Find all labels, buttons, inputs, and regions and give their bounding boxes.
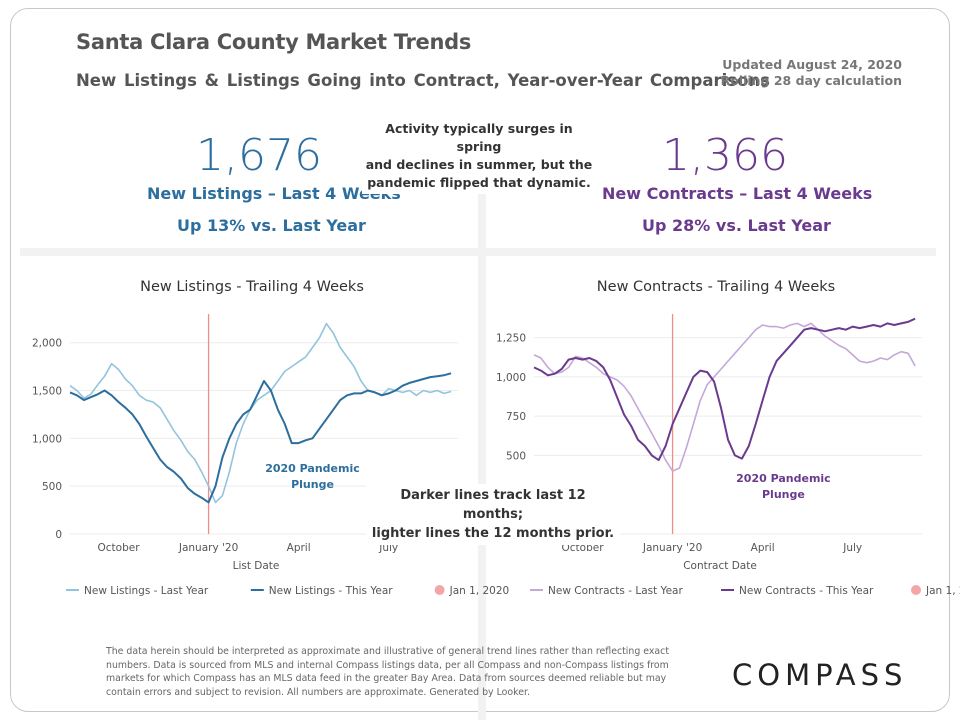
line-legend-note-line: lighter lines the 12 months prior. bbox=[371, 526, 615, 541]
pandemic-annotation: 2020 Pandemic bbox=[736, 472, 831, 485]
seasonality-note-line: and declines in summer, but the bbox=[365, 157, 593, 172]
kpi-new-listings-label: New Listings – Last 4 Weeks bbox=[147, 184, 401, 203]
x-axis-label: List Date bbox=[233, 560, 280, 572]
x-tick-label: January '20 bbox=[178, 542, 238, 554]
kpi-new-contracts-label: New Contracts – Last 4 Weeks bbox=[602, 184, 873, 203]
kpi-new-contracts-value: 1,366 bbox=[662, 130, 788, 181]
new-listings-chart: New Listings - Trailing 4 Weeks 0 500 1,000… bbox=[22, 262, 509, 612]
series-line-this-year bbox=[69, 372, 452, 504]
kpi-new-listings-value: 1,676 bbox=[196, 130, 322, 181]
y-tick-label: 1,000 bbox=[496, 372, 526, 384]
updated-date: Updated August 24, 2020 bbox=[722, 57, 902, 72]
y-tick-label: 1,500 bbox=[32, 386, 62, 398]
y-tick-label: 750 bbox=[506, 411, 526, 423]
seasonality-note: Activity typically surges in spring and … bbox=[362, 118, 596, 194]
kpi-new-contracts-change: Up 28% vs. Last Year bbox=[642, 216, 831, 235]
panel-separator-vertical bbox=[478, 180, 486, 720]
rolling-calc-note: Rolling 28 day calculation bbox=[720, 73, 902, 88]
x-tick-label: January '20 bbox=[642, 542, 702, 554]
chart-title: New Contracts - Trailing 4 Weeks bbox=[597, 279, 835, 295]
chart-svg: New Listings - Trailing 4 Weeks 0 500 1,000… bbox=[32, 279, 509, 597]
legend-label: New Listings - Last Year bbox=[84, 585, 209, 597]
legend-label: New Contracts - This Year bbox=[739, 585, 874, 597]
line-legend-note: Darker lines track last 12 months; light… bbox=[366, 484, 620, 545]
x-axis-label: Contract Date bbox=[683, 560, 757, 572]
chart-title: New Listings - Trailing 4 Weeks bbox=[140, 279, 364, 295]
legend-jan1-swatch bbox=[911, 585, 921, 595]
x-tick-label: October bbox=[561, 542, 604, 554]
chart-svg: New Contracts - Trailing 4 Weeks05007501… bbox=[496, 279, 960, 597]
y-tick-label: 500 bbox=[506, 450, 526, 462]
page-title: Santa Clara County Market Trends bbox=[76, 30, 472, 54]
kpi-new-listings-change: Up 13% vs. Last Year bbox=[177, 216, 366, 235]
y-tick-label: 0 bbox=[55, 529, 62, 541]
disclaimer: The data herein should be interpreted as… bbox=[106, 646, 670, 698]
legend-jan1-swatch bbox=[434, 585, 445, 595]
legend-label: New Listings - This Year bbox=[269, 585, 393, 597]
series-line-last-year bbox=[69, 322, 452, 504]
x-tick-label: October bbox=[97, 542, 140, 554]
legend-label: Jan 1, 2020 bbox=[925, 585, 960, 597]
legend-label: Jan 1, 2020 bbox=[449, 585, 510, 597]
series-line-last-year bbox=[533, 322, 916, 472]
x-tick-label: July bbox=[378, 542, 398, 554]
legend-label: New Contracts - Last Year bbox=[548, 585, 683, 597]
page-subtitle: New Listings & Listings Going into Contr… bbox=[76, 71, 770, 90]
pandemic-annotation: Plunge bbox=[291, 478, 334, 491]
y-tick-label: 2,000 bbox=[32, 338, 62, 350]
panel-separator-horizontal bbox=[20, 248, 936, 256]
seasonality-note-line: pandemic flipped that dynamic. bbox=[367, 175, 591, 190]
updated-info: Updated August 24, 2020 Rolling 28 day c… bbox=[721, 57, 902, 89]
y-tick-label: 500 bbox=[42, 481, 62, 493]
y-tick-label: 1,000 bbox=[32, 433, 62, 445]
line-legend-note-line: Darker lines track last 12 months; bbox=[400, 488, 586, 522]
seasonality-note-line: Activity typically surges in spring bbox=[385, 121, 573, 154]
x-tick-label: July bbox=[842, 542, 862, 554]
x-tick-label: April bbox=[751, 542, 775, 554]
new-contracts-chart: New Contracts - Trailing 4 Weeks05007501… bbox=[486, 262, 960, 612]
pandemic-annotation: Plunge bbox=[762, 488, 805, 501]
compass-logo: COMPASS bbox=[732, 658, 908, 692]
y-tick-label: 1,250 bbox=[496, 333, 526, 345]
series-line-this-year bbox=[533, 317, 916, 462]
pandemic-annotation: 2020 Pandemic bbox=[265, 462, 360, 475]
x-tick-label: April bbox=[287, 542, 311, 554]
